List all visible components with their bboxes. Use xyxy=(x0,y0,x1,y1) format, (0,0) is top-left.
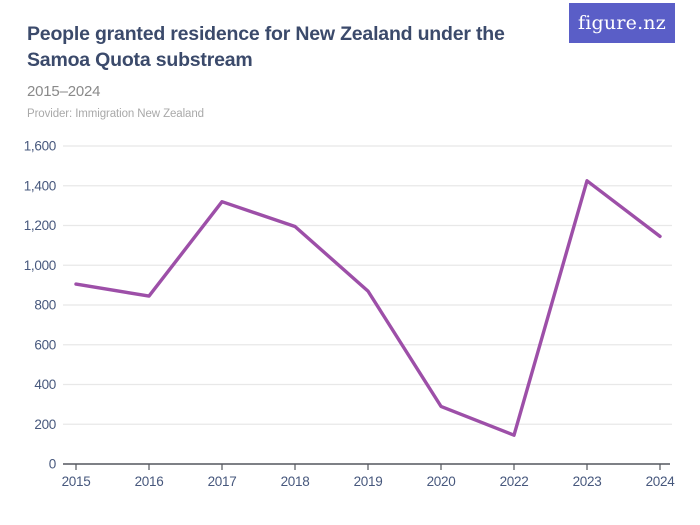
page-title: People granted residence for New Zealand… xyxy=(27,23,505,71)
x-axis-label: 2015 xyxy=(62,474,91,489)
chart-subtitle: 2015–2024 xyxy=(27,83,101,100)
y-axis-label: 800 xyxy=(34,298,56,313)
y-axis-label: 400 xyxy=(34,377,56,392)
x-axis-label: 2023 xyxy=(573,474,602,489)
y-axis-label: 200 xyxy=(34,417,56,432)
x-axis-label: 2022 xyxy=(500,474,529,489)
x-axis-label: 2020 xyxy=(427,474,456,489)
x-axis-label: 2017 xyxy=(208,474,237,489)
y-axis-label: 1,400 xyxy=(24,178,56,193)
x-axis-label: 2018 xyxy=(281,474,310,489)
y-axis-label: 1,200 xyxy=(24,218,56,233)
y-axis-label: 1,600 xyxy=(24,139,56,154)
provider-attribution: Provider: Immigration New Zealand xyxy=(27,108,204,120)
x-axis-label: 2019 xyxy=(354,474,383,489)
x-axis-label: 2016 xyxy=(135,474,164,489)
line-chart: 0 200 400 600 800 1,000 1,200 1,400 1,600 2015 201… xyxy=(24,139,676,490)
data-line-series xyxy=(74,179,662,437)
figure-nz-logo-text: figure.nz xyxy=(578,12,666,34)
y-axis-label: 600 xyxy=(34,337,56,352)
y-axis-label: 0 xyxy=(49,457,56,472)
figure-nz-logo[interactable]: figure.nz xyxy=(569,3,675,43)
y-axis-label: 1,000 xyxy=(24,258,56,273)
x-axis-label: 2024 xyxy=(646,474,676,489)
